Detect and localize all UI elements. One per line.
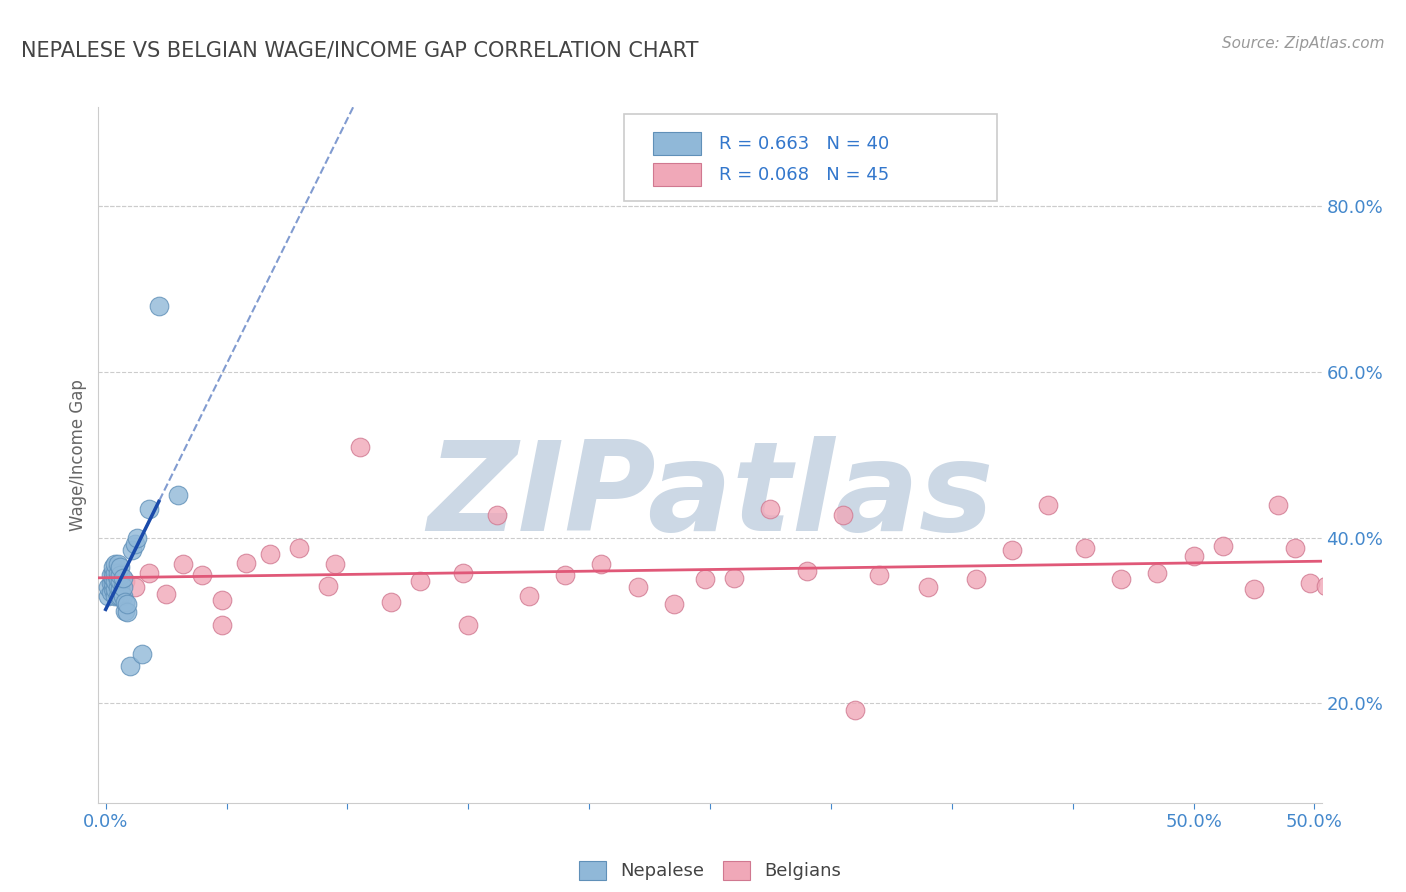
Point [148, 299, 170, 313]
Point [316, 579, 339, 593]
Point [662, 597, 685, 611]
Point [172, 558, 194, 572]
Point [100, 584, 122, 599]
Point [1298, 576, 1320, 591]
Point [117, 605, 139, 619]
Point [107, 581, 129, 595]
Point [107, 589, 129, 603]
Point [108, 574, 131, 588]
Point [104, 574, 127, 588]
Point [127, 531, 149, 545]
Point [259, 547, 281, 561]
Text: ZIPatlas: ZIPatlas [427, 436, 993, 558]
Point [97, 589, 120, 603]
Point [138, 566, 160, 580]
Point [1315, 579, 1337, 593]
Point [844, 703, 866, 717]
Point [138, 501, 160, 516]
Point [211, 592, 233, 607]
Point [832, 508, 855, 522]
Point [868, 568, 890, 582]
Point [453, 566, 475, 580]
Point [695, 572, 717, 586]
Point [1267, 498, 1289, 512]
Point [118, 659, 141, 673]
Point [111, 570, 134, 584]
Point [121, 543, 143, 558]
Point [104, 566, 127, 580]
Point [107, 558, 129, 572]
Point [591, 558, 613, 572]
Point [104, 582, 127, 596]
Point [486, 508, 509, 522]
Text: R = 0.663   N = 40: R = 0.663 N = 40 [718, 135, 889, 153]
Bar [652, 132, 702, 155]
Text: Source: ZipAtlas.com: Source: ZipAtlas.com [1222, 36, 1385, 51]
Point [457, 617, 479, 632]
Text: NEPALESE VS BELGIAN WAGE/INCOME GAP CORRELATION CHART: NEPALESE VS BELGIAN WAGE/INCOME GAP CORR… [21, 40, 699, 60]
Point [124, 581, 146, 595]
Point [155, 587, 177, 601]
Point [114, 604, 136, 618]
Text: R = 0.068   N = 45: R = 0.068 N = 45 [718, 166, 889, 184]
Point [1182, 549, 1205, 563]
Point [111, 581, 134, 595]
Point [100, 568, 122, 582]
Point [409, 574, 432, 588]
Bar [652, 163, 702, 186]
Point [104, 558, 127, 572]
Point [1243, 582, 1265, 596]
Point [100, 576, 122, 591]
Point [114, 574, 136, 588]
Point [1146, 566, 1168, 580]
Point [1074, 541, 1097, 555]
Point [101, 582, 124, 596]
Point [1212, 539, 1234, 553]
Point [101, 566, 124, 580]
Point [1001, 543, 1024, 558]
Point [323, 558, 346, 572]
Legend: Nepalese, Belgians: Nepalese, Belgians [572, 854, 848, 888]
Point [1284, 541, 1306, 555]
Point [288, 541, 311, 555]
Point [101, 559, 124, 574]
Point [104, 589, 127, 603]
Point [114, 595, 136, 609]
Point [1109, 572, 1132, 586]
Point [108, 582, 131, 596]
Point [235, 556, 257, 570]
Point [1038, 498, 1060, 512]
Point [108, 589, 131, 603]
Point [349, 440, 371, 454]
Point [108, 559, 131, 574]
Point [517, 589, 540, 603]
Point [626, 581, 648, 595]
Point [101, 576, 124, 591]
Point [380, 595, 402, 609]
Point [759, 501, 782, 516]
Point [167, 488, 190, 502]
Point [117, 597, 139, 611]
Y-axis label: Wage/Income Gap: Wage/Income Gap [69, 379, 87, 531]
Point [107, 572, 129, 586]
Point [554, 568, 576, 582]
Point [107, 566, 129, 580]
Point [124, 537, 146, 551]
Point [108, 568, 131, 582]
Point [131, 647, 153, 661]
FancyBboxPatch shape [624, 114, 997, 201]
Point [101, 570, 124, 584]
Point [917, 581, 939, 595]
Point [965, 572, 987, 586]
Point [97, 581, 120, 595]
Point [796, 564, 818, 578]
Point [723, 570, 745, 584]
Point [111, 589, 134, 603]
Point [191, 568, 214, 582]
Point [211, 617, 233, 632]
